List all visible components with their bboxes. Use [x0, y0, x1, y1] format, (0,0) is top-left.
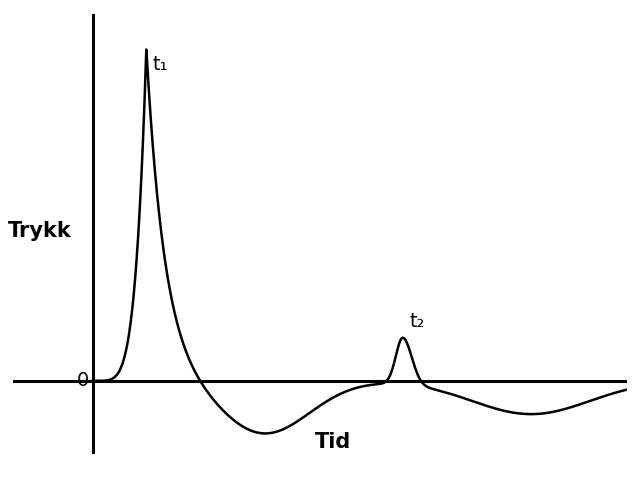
Text: t₂: t₂: [409, 312, 425, 331]
Text: Trykk: Trykk: [8, 221, 72, 241]
Text: t₁: t₁: [153, 55, 168, 74]
Text: Tid: Tid: [316, 433, 351, 453]
Text: 0: 0: [76, 371, 89, 391]
